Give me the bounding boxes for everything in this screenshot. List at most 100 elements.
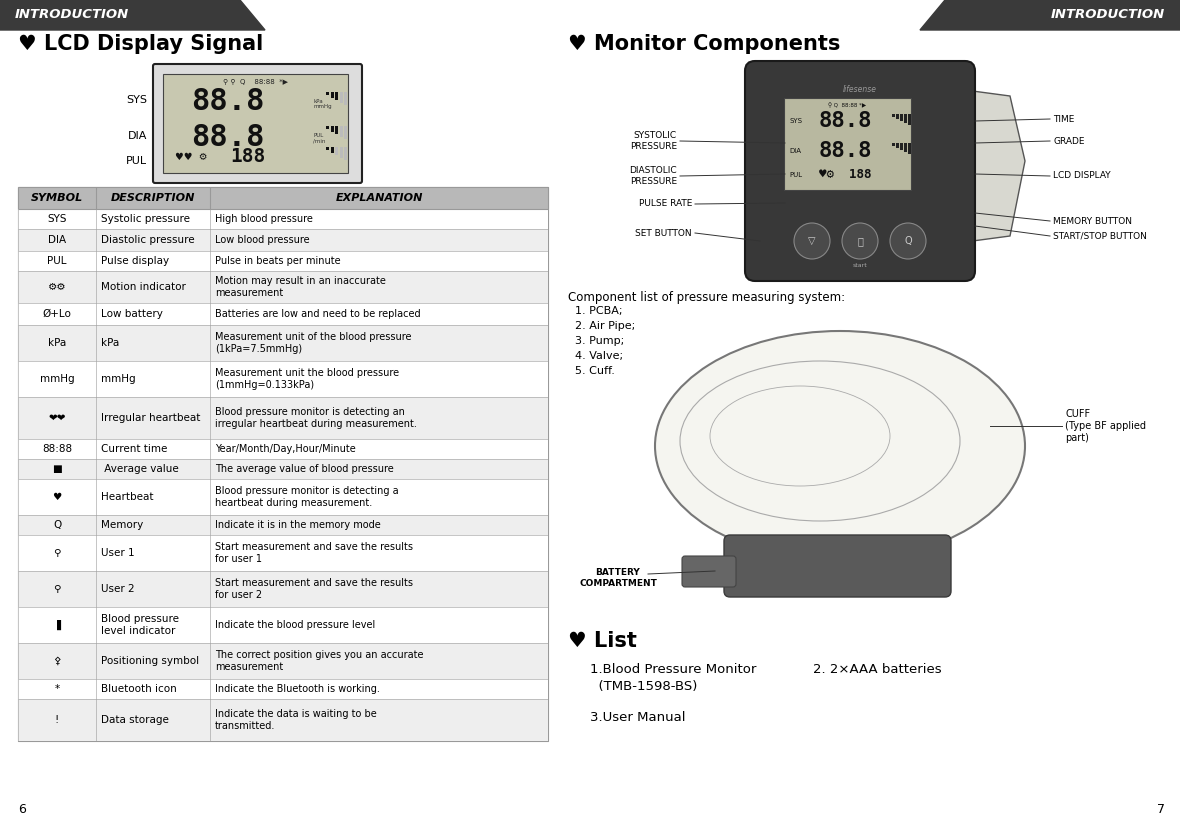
Text: Ø+Lo: Ø+Lo bbox=[42, 309, 72, 319]
Text: !: ! bbox=[55, 715, 59, 725]
Text: EXPLANATION: EXPLANATION bbox=[335, 193, 422, 203]
Text: Batteries are low and need to be replaced: Batteries are low and need to be replace… bbox=[215, 309, 420, 319]
Polygon shape bbox=[920, 0, 1180, 30]
Text: 6: 6 bbox=[18, 803, 26, 816]
Bar bbox=[18, 643, 548, 679]
Text: START/STOP BUTTON: START/STOP BUTTON bbox=[1053, 231, 1147, 240]
Bar bbox=[340, 126, 342, 136]
Text: Pulse display: Pulse display bbox=[101, 256, 169, 266]
Bar bbox=[335, 126, 337, 134]
Bar bbox=[330, 92, 334, 97]
Text: 88.8: 88.8 bbox=[818, 111, 872, 131]
Text: Year/Month/Day,Hour/Minute: Year/Month/Day,Hour/Minute bbox=[215, 444, 355, 454]
Text: 88.8: 88.8 bbox=[818, 141, 872, 161]
Text: DIA: DIA bbox=[127, 131, 148, 141]
Text: Measurement unit of the blood pressure
(1kPa=7.5mmHg): Measurement unit of the blood pressure (… bbox=[215, 332, 412, 354]
Text: kPa: kPa bbox=[101, 338, 119, 348]
Bar bbox=[345, 92, 347, 105]
Text: Q: Q bbox=[53, 520, 61, 530]
Bar bbox=[330, 147, 334, 153]
Bar bbox=[18, 679, 548, 699]
Text: Motion indicator: Motion indicator bbox=[101, 282, 186, 292]
Text: Positioning symbol: Positioning symbol bbox=[101, 656, 199, 666]
Text: *: * bbox=[54, 684, 59, 694]
Bar bbox=[18, 187, 548, 741]
Text: Pulse in beats per minute: Pulse in beats per minute bbox=[215, 256, 341, 266]
Text: ⚲ ⚲  Q    88:88  *▶: ⚲ ⚲ Q 88:88 *▶ bbox=[223, 79, 288, 85]
Bar bbox=[907, 143, 911, 154]
Text: Blood pressure monitor is detecting an
irregular heartbeat during measurement.: Blood pressure monitor is detecting an i… bbox=[215, 407, 417, 429]
Text: PULSE RATE: PULSE RATE bbox=[638, 200, 691, 208]
Text: lifesense: lifesense bbox=[843, 84, 877, 93]
Text: kPa: kPa bbox=[48, 338, 66, 348]
Text: PUL: PUL bbox=[47, 256, 67, 266]
Bar bbox=[18, 459, 548, 479]
FancyBboxPatch shape bbox=[784, 98, 911, 190]
Text: DESCRIPTION: DESCRIPTION bbox=[111, 193, 195, 203]
Text: Measurement unit the blood pressure
(1mmHg=0.133kPa): Measurement unit the blood pressure (1mm… bbox=[215, 368, 399, 390]
Bar bbox=[345, 147, 347, 160]
Polygon shape bbox=[0, 0, 266, 30]
Text: Blood pressure monitor is detecting a
heartbeat during measurement.: Blood pressure monitor is detecting a he… bbox=[215, 486, 399, 508]
FancyBboxPatch shape bbox=[725, 535, 951, 597]
Text: Indicate the blood pressure level: Indicate the blood pressure level bbox=[215, 620, 375, 630]
Bar bbox=[892, 114, 894, 117]
Text: Indicate the Bluetooth is working.: Indicate the Bluetooth is working. bbox=[215, 684, 380, 694]
Text: 88.8: 88.8 bbox=[191, 88, 264, 116]
Bar bbox=[18, 209, 548, 229]
Text: ❤❤: ❤❤ bbox=[48, 413, 66, 423]
Text: ⚙⚙: ⚙⚙ bbox=[47, 282, 66, 292]
Text: ⚲: ⚲ bbox=[53, 584, 61, 594]
Text: Data storage: Data storage bbox=[101, 715, 169, 725]
Text: SET BUTTON: SET BUTTON bbox=[635, 229, 691, 238]
Text: INTRODUCTION: INTRODUCTION bbox=[1050, 8, 1165, 21]
Text: Indicate the data is waiting to be
transmitted.: Indicate the data is waiting to be trans… bbox=[215, 709, 376, 731]
Text: SYMBOL: SYMBOL bbox=[31, 193, 83, 203]
Bar bbox=[18, 699, 548, 741]
Text: Diastolic pressure: Diastolic pressure bbox=[101, 235, 195, 245]
Bar bbox=[18, 397, 548, 439]
Text: 5. Cuff.: 5. Cuff. bbox=[568, 366, 615, 376]
Bar bbox=[900, 143, 903, 150]
Text: Q: Q bbox=[904, 236, 912, 246]
Bar bbox=[18, 229, 548, 251]
Text: 2. 2×AAA batteries: 2. 2×AAA batteries bbox=[813, 663, 942, 676]
Ellipse shape bbox=[655, 331, 1025, 561]
Text: ⚲: ⚲ bbox=[53, 548, 61, 558]
Bar bbox=[340, 92, 342, 102]
Text: ♥ Monitor Components: ♥ Monitor Components bbox=[568, 34, 840, 54]
Bar bbox=[18, 607, 548, 643]
Text: 4. Valve;: 4. Valve; bbox=[568, 351, 623, 361]
Bar bbox=[335, 92, 337, 100]
FancyBboxPatch shape bbox=[745, 61, 975, 281]
Bar bbox=[326, 92, 329, 95]
Bar bbox=[18, 479, 548, 515]
Text: Irregular heartbeat: Irregular heartbeat bbox=[101, 413, 201, 423]
Text: INTRODUCTION: INTRODUCTION bbox=[15, 8, 130, 21]
Text: User 2: User 2 bbox=[101, 584, 135, 594]
Text: The average value of blood pressure: The average value of blood pressure bbox=[215, 464, 394, 474]
Text: Current time: Current time bbox=[101, 444, 168, 454]
Text: SYSTOLIC
PRESSURE: SYSTOLIC PRESSURE bbox=[630, 131, 677, 150]
Bar bbox=[18, 271, 548, 303]
Text: DIASTOLIC
PRESSURE: DIASTOLIC PRESSURE bbox=[629, 166, 677, 186]
Bar bbox=[326, 147, 329, 150]
Bar bbox=[18, 535, 548, 571]
FancyBboxPatch shape bbox=[153, 64, 362, 183]
Text: LCD DISPLAY: LCD DISPLAY bbox=[1053, 172, 1110, 181]
Text: SYS: SYS bbox=[126, 95, 148, 105]
Text: ⚴: ⚴ bbox=[53, 656, 61, 666]
Text: 88.8: 88.8 bbox=[191, 124, 264, 153]
Text: Start measurement and save the results
for user 1: Start measurement and save the results f… bbox=[215, 542, 413, 564]
Text: BATTERY
COMPARTMENT: BATTERY COMPARTMENT bbox=[579, 568, 657, 588]
Bar bbox=[896, 143, 899, 148]
Bar bbox=[18, 439, 548, 459]
Text: mmHg: mmHg bbox=[101, 374, 136, 384]
Text: Low battery: Low battery bbox=[101, 309, 163, 319]
Text: Bluetooth icon: Bluetooth icon bbox=[101, 684, 177, 694]
Text: MEMORY BUTTON: MEMORY BUTTON bbox=[1053, 216, 1132, 225]
Bar bbox=[892, 143, 894, 146]
Text: PUL: PUL bbox=[789, 172, 802, 178]
Bar bbox=[907, 114, 911, 125]
Text: ■: ■ bbox=[52, 464, 61, 474]
